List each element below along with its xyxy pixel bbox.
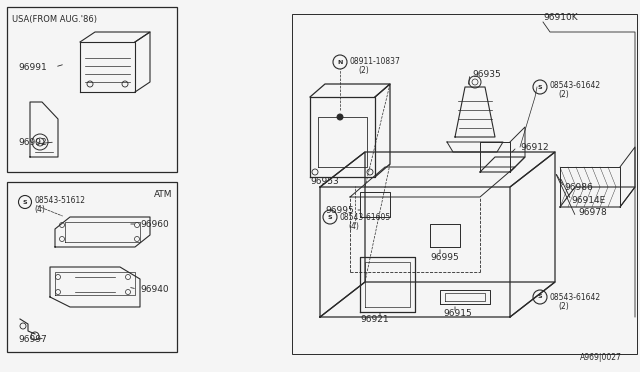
Text: 96912: 96912: [520, 142, 548, 151]
Bar: [292, 14, 637, 354]
Text: N: N: [337, 60, 342, 64]
Text: 96986: 96986: [564, 183, 593, 192]
Text: 08543-61642: 08543-61642: [550, 292, 601, 301]
Text: USA(FROM AUG.'86): USA(FROM AUG.'86): [12, 15, 97, 24]
Text: 96935: 96935: [472, 70, 500, 78]
Text: 96978: 96978: [578, 208, 607, 217]
Text: (2): (2): [558, 90, 569, 99]
Text: S: S: [328, 215, 332, 219]
Text: (4): (4): [348, 221, 359, 231]
Text: 96915: 96915: [443, 310, 472, 318]
Text: 96953: 96953: [310, 177, 339, 186]
Text: 96995: 96995: [325, 205, 354, 215]
Text: 96991: 96991: [18, 62, 47, 71]
Text: A969|0027: A969|0027: [580, 353, 622, 362]
Text: ATM: ATM: [154, 190, 172, 199]
Text: S: S: [538, 295, 542, 299]
Text: (2): (2): [558, 301, 569, 311]
Text: 96992: 96992: [18, 138, 47, 147]
Text: 96940: 96940: [140, 285, 168, 294]
Text: 96960: 96960: [140, 219, 169, 228]
Text: 96995: 96995: [430, 253, 459, 262]
Text: 96921: 96921: [360, 315, 388, 324]
Text: S: S: [22, 199, 28, 205]
Text: 08543-61642: 08543-61642: [550, 80, 601, 90]
Text: 08543-51612: 08543-51612: [34, 196, 85, 205]
Text: 08911-10837: 08911-10837: [350, 57, 401, 65]
Circle shape: [337, 114, 343, 120]
Bar: [7, 182, 177, 352]
Text: 96914E: 96914E: [571, 196, 605, 205]
Text: (2): (2): [358, 65, 369, 74]
Text: S: S: [538, 84, 542, 90]
Text: (4): (4): [34, 205, 45, 214]
Bar: [7, 7, 177, 172]
Text: 96910K: 96910K: [543, 13, 578, 22]
Text: 96997: 96997: [18, 336, 47, 344]
Text: 08543-61605: 08543-61605: [340, 212, 391, 221]
